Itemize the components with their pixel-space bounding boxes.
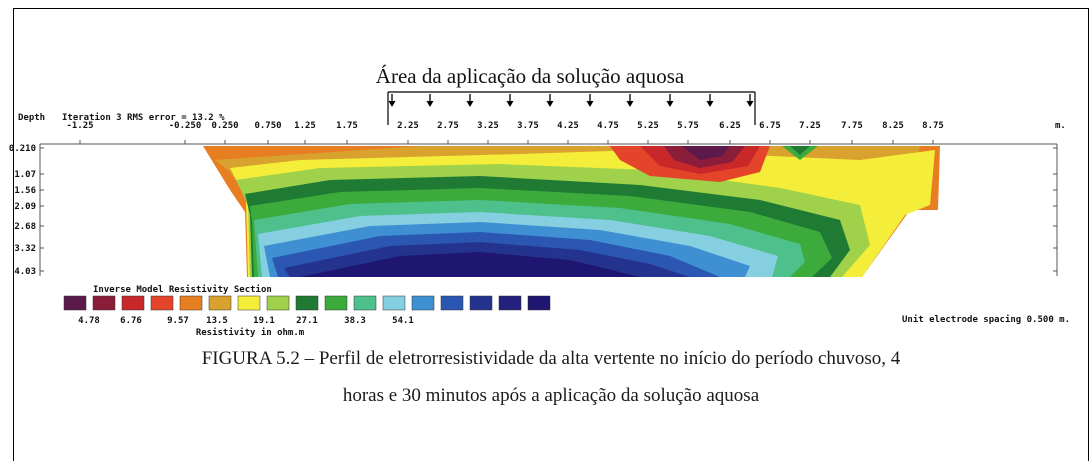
legend-value-label: 19.1 xyxy=(253,316,275,326)
depth-label: Depth xyxy=(18,113,45,123)
x-tick-label: 2.75 xyxy=(437,121,459,131)
x-tick-label: 5.25 xyxy=(637,121,659,131)
down-arrow-icon xyxy=(666,94,674,107)
legend-swatch xyxy=(92,295,116,311)
x-tick-label: 0.250 xyxy=(211,121,238,131)
depth-tick-label: 3.32 xyxy=(14,244,36,254)
legend-swatch xyxy=(237,295,261,311)
legend-swatch xyxy=(527,295,551,311)
depth-tick-label: 1.56 xyxy=(14,186,36,196)
x-tick-label: 7.25 xyxy=(799,121,821,131)
application-area-bracket xyxy=(387,91,756,125)
resistivity-contours xyxy=(203,146,940,277)
down-arrow-icon xyxy=(466,94,474,107)
legend-value-label: 13.5 xyxy=(206,316,228,326)
x-tick-label: 2.25 xyxy=(397,121,419,131)
down-arrow-icon xyxy=(586,94,594,107)
x-tick-label: 4.75 xyxy=(597,121,619,131)
x-axis-ticks: -1.25 -0.250 0.250 0.750 1.25 1.75 2.25 2.75 3.2… xyxy=(66,121,944,144)
legend-swatch xyxy=(411,295,435,311)
legend-swatch xyxy=(121,295,145,311)
x-tick-label: 1.25 xyxy=(294,121,316,131)
x-tick-label: 0.750 xyxy=(254,121,281,131)
depth-tick-label: 2.68 xyxy=(14,222,36,232)
depth-axis-ticks: 0.210 1.07 1.56 2.09 2.68 3.32 4.03 xyxy=(9,144,1057,277)
legend-value-label: 54.1 xyxy=(392,316,414,326)
depth-tick-label: 2.09 xyxy=(14,202,36,212)
section-axes xyxy=(39,143,1058,276)
x-tick-label: 7.75 xyxy=(841,121,863,131)
x-tick-label: 6.25 xyxy=(719,121,741,131)
legend-swatch xyxy=(295,295,319,311)
depth-tick-label: 1.07 xyxy=(14,170,36,180)
legend-swatch xyxy=(469,295,493,311)
down-arrow-icon xyxy=(626,94,634,107)
application-area-label: Área da aplicação da solução aquosa xyxy=(376,64,685,88)
units-label: m. xyxy=(1055,121,1066,131)
legend-value-label: 38.3 xyxy=(344,316,366,326)
legend-value-label: 27.1 xyxy=(296,316,318,326)
legend-swatch xyxy=(63,295,87,311)
figure-caption-line-1: FIGURA 5.2 – Perfil de eletrorresistivid… xyxy=(201,348,901,369)
legend-value-label: 6.76 xyxy=(120,316,142,326)
down-arrow-icon xyxy=(706,94,714,107)
figure-frame xyxy=(13,8,1089,461)
x-tick-label: -1.25 xyxy=(66,121,93,131)
legend-unit-label: Resistivity in ohm.m xyxy=(196,327,305,338)
x-tick-label: -0.250 xyxy=(169,121,202,131)
down-arrow-icon xyxy=(388,94,396,107)
depth-tick-label: 0.210 xyxy=(9,144,36,154)
legend-title: Inverse Model Resistivity Section xyxy=(93,284,272,295)
down-arrow-icon xyxy=(426,94,434,107)
anomaly-purple xyxy=(682,146,730,160)
legend-swatch xyxy=(150,295,174,311)
legend-value-label: 4.78 xyxy=(78,316,100,326)
legend-swatch xyxy=(266,295,290,311)
x-tick-label: 3.25 xyxy=(477,121,499,131)
legend-swatch xyxy=(179,295,203,311)
legend-swatches xyxy=(63,295,551,311)
down-arrow-icon xyxy=(746,94,754,107)
down-arrow-icon xyxy=(506,94,514,107)
application-arrows xyxy=(388,94,754,107)
x-tick-label: 3.75 xyxy=(517,121,539,131)
iteration-text: Iteration 3 RMS error = 13.2 % xyxy=(62,112,225,123)
x-tick-label: 6.75 xyxy=(759,121,781,131)
x-tick-label: 8.25 xyxy=(882,121,904,131)
figure-caption-line-2: horas e 30 minutos após a aplicação da s… xyxy=(342,385,760,406)
legend-swatch xyxy=(353,295,377,311)
legend-value-label: 9.57 xyxy=(167,316,189,326)
x-tick-label: 1.75 xyxy=(336,121,358,131)
legend-swatch xyxy=(440,295,464,311)
x-tick-label: 4.25 xyxy=(557,121,579,131)
legend-values: 4.78 6.76 9.57 13.5 19.1 27.1 38.3 54.1 xyxy=(78,316,414,326)
legend-swatch xyxy=(208,295,232,311)
resistivity-section-figure: Área da aplicação da solução aquosa Dept… xyxy=(9,64,1070,338)
depth-tick-label: 4.03 xyxy=(14,267,36,277)
x-tick-label: 5.75 xyxy=(677,121,699,131)
band-deep-navy xyxy=(300,252,640,277)
down-arrow-icon xyxy=(546,94,554,107)
x-tick-label: 8.75 xyxy=(922,121,944,131)
legend-swatch xyxy=(324,295,348,311)
anomaly-green-notch-inner xyxy=(790,146,810,155)
legend-swatch xyxy=(382,295,406,311)
electrode-spacing-label: Unit electrode spacing 0.500 m. xyxy=(902,314,1070,325)
legend-swatch xyxy=(498,295,522,311)
